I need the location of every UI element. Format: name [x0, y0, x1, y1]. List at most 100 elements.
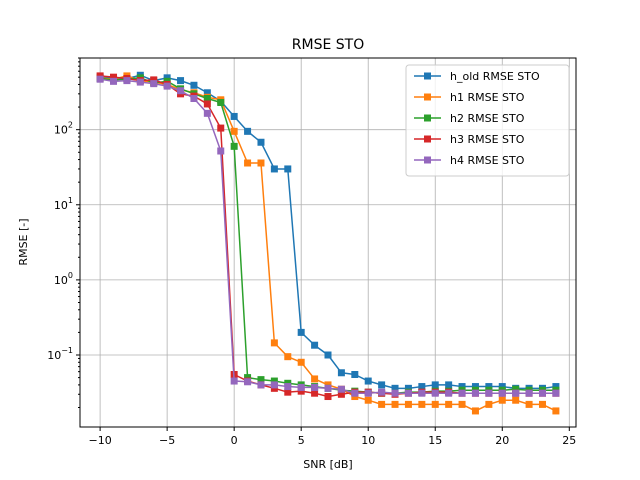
legend-box [405, 64, 570, 177]
data-point [257, 376, 265, 384]
data-point [512, 396, 520, 404]
data-point [244, 127, 252, 135]
data-point [471, 407, 479, 415]
series-layer [96, 71, 560, 415]
data-point [284, 383, 292, 391]
data-point [110, 77, 118, 85]
x-tick-label: 0 [231, 434, 238, 447]
legend-label: h_old RMSE STO [450, 70, 540, 83]
data-point [270, 165, 278, 173]
data-point [297, 387, 305, 395]
data-point [270, 339, 278, 347]
data-point [351, 389, 359, 397]
y-tick-label: 10−1 [47, 346, 73, 362]
legend-label: h4 RMSE STO [450, 154, 525, 167]
legend-entry: h2 RMSE STO [414, 112, 525, 125]
legend-entry: h_old RMSE STO [414, 70, 540, 83]
data-point [485, 383, 493, 391]
data-point [203, 100, 211, 108]
data-point [378, 388, 386, 396]
legend-marker [424, 156, 431, 164]
x-tick-label: −5 [159, 434, 175, 447]
data-point [471, 389, 479, 397]
data-point [538, 400, 546, 408]
data-point [123, 77, 131, 85]
x-tick-label: −10 [88, 434, 111, 447]
legend-entry: h4 RMSE STO [414, 154, 525, 167]
data-point [458, 389, 466, 397]
x-tick-label: 15 [428, 434, 442, 447]
legend-marker [424, 72, 431, 80]
data-point [284, 165, 292, 173]
x-tick-labels: −10 −5 0 5 10 15 20 25 [88, 434, 576, 447]
data-point [458, 400, 466, 408]
data-point [378, 381, 386, 389]
data-point [445, 400, 453, 408]
y-tick-label: 100 [54, 271, 73, 287]
data-point [270, 377, 278, 385]
y-tick-labels: 10−1 100 101 102 [47, 121, 73, 362]
legend-marker [424, 135, 431, 143]
data-point [324, 393, 332, 401]
data-point [471, 383, 479, 391]
data-point [364, 396, 372, 404]
data-point [418, 389, 426, 397]
data-point [418, 400, 426, 408]
data-point [230, 112, 238, 120]
data-point [244, 159, 252, 167]
data-point [552, 407, 560, 415]
data-point [96, 75, 104, 83]
axis-ticks [76, 57, 570, 431]
data-point [391, 400, 399, 408]
data-point [485, 389, 493, 397]
data-point [311, 383, 319, 391]
x-tick-label: 10 [361, 434, 375, 447]
data-point [525, 400, 533, 408]
data-point [244, 378, 252, 386]
data-point [203, 95, 211, 103]
data-point [311, 341, 319, 349]
data-point [203, 109, 211, 117]
data-point [257, 138, 265, 146]
x-tick-label: 5 [298, 434, 305, 447]
data-point [217, 147, 225, 155]
data-point [311, 389, 319, 397]
data-point [150, 76, 158, 84]
data-point [110, 73, 118, 81]
data-point [552, 389, 560, 397]
data-point [337, 369, 345, 377]
data-point [418, 383, 426, 391]
data-point [538, 389, 546, 397]
data-point [311, 375, 319, 383]
data-point [136, 78, 144, 86]
legend-marker [424, 93, 431, 101]
data-point [297, 358, 305, 366]
data-point [364, 389, 372, 397]
y-tick-label: 101 [54, 196, 73, 212]
chart-title: RMSE STO [292, 37, 364, 53]
data-point [203, 89, 211, 97]
data-point [431, 389, 439, 397]
data-point [324, 351, 332, 359]
data-point [230, 142, 238, 150]
legend-marker [424, 114, 431, 122]
legend-label: h2 RMSE STO [450, 112, 525, 125]
data-point [431, 400, 439, 408]
series-5 [96, 75, 560, 397]
y-axis-label: RMSE [-] [17, 218, 30, 265]
data-point [364, 377, 372, 385]
legend-entry: h1 RMSE STO [414, 91, 525, 104]
data-point [391, 384, 399, 392]
data-point [498, 389, 506, 397]
data-point [230, 377, 238, 385]
data-point [190, 95, 198, 103]
data-point [163, 74, 171, 82]
legend: h_old RMSE STO h1 RMSE STO h2 RMSE STO h3 R… [405, 64, 570, 177]
x-axis-label: SNR [dB] [303, 458, 352, 471]
data-point [404, 400, 412, 408]
legend-entry: h3 RMSE STO [414, 133, 525, 146]
data-point [257, 381, 265, 389]
data-point [458, 383, 466, 391]
data-point [217, 124, 225, 132]
